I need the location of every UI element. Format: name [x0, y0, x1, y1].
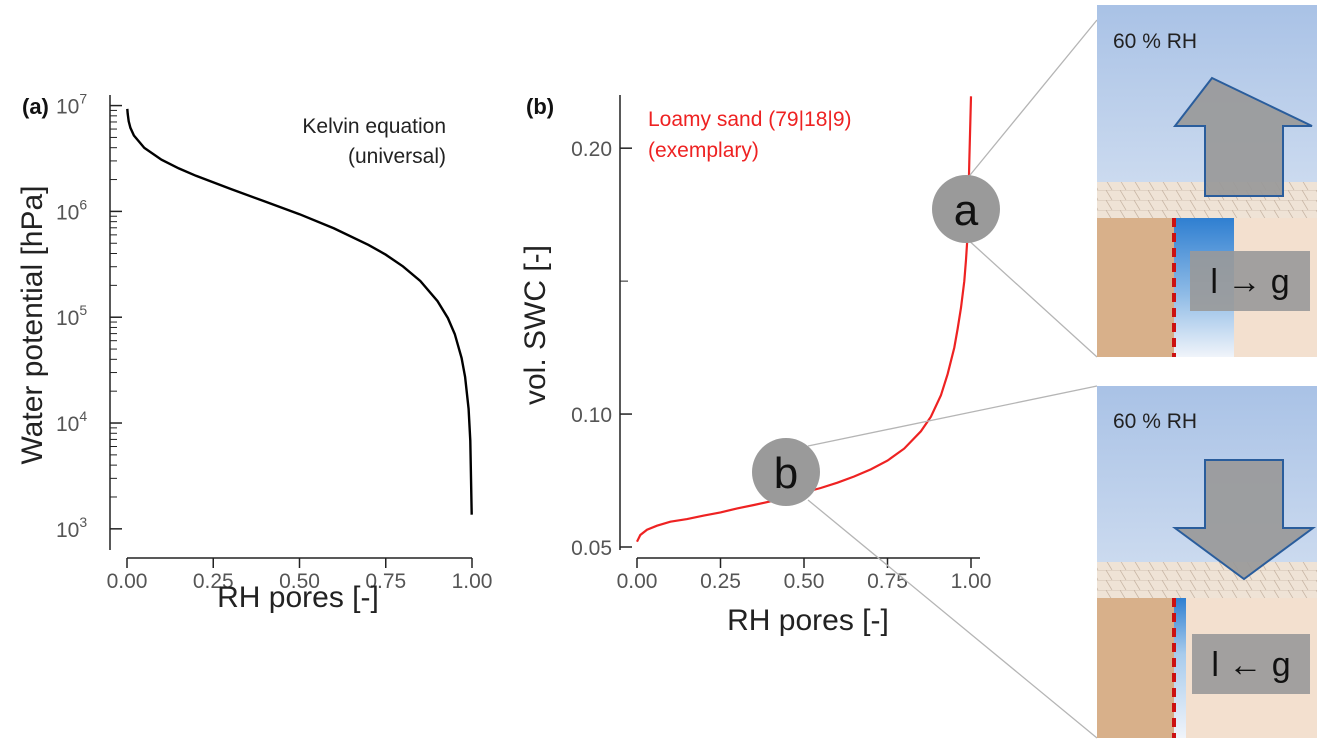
callout-b-bottom [807, 499, 1098, 739]
panel-b-y-axis-label: vol. SWC [-] [519, 245, 552, 405]
panel-a-x-tick-label: 0.25 [193, 570, 234, 593]
marker-a: a [932, 175, 1000, 243]
panel-b-annotation-line1: Loamy sand (79|18|9) [648, 108, 852, 131]
inset-b-process-label: l ← g [1211, 646, 1290, 684]
inset-b-rh-label: 60 % RH [1113, 410, 1197, 433]
panel-a-x-axis-label: RH pores [-] [217, 581, 379, 614]
marker-a-circle [932, 175, 1000, 243]
panel-b-y-tick-label: 0.10 [571, 404, 612, 427]
panel-b-y-tick-label: 0.20 [571, 138, 612, 161]
panel-a: (a) 103 104 105 106 107 0.00 0.25 0.50 0.75 1.00… [16, 91, 492, 614]
panel-a-y-ticks: 103 104 105 106 107 [56, 91, 122, 542]
panel-a-annotation-line2: (universal) [348, 145, 446, 168]
panel-a-x-tick-label: 0.75 [365, 570, 406, 593]
panel-a-y-axis-label: Water potential [hPa] [16, 185, 49, 464]
panel-a-label: (a) [22, 94, 49, 119]
panel-b-retention-curve [636, 96, 973, 543]
panel-a-x-tick-label: 0.00 [107, 570, 148, 593]
panel-a-x-ticks: 0.00 0.25 0.50 0.75 1.00 [107, 558, 493, 593]
inset-b-soil-grain [1097, 598, 1174, 738]
inset-a-soil-grain [1097, 218, 1174, 357]
panel-a-y-tick-label: 106 [56, 196, 87, 224]
panel-b-label: (b) [526, 94, 554, 119]
panel-b-x-tick-label: 1.00 [951, 570, 992, 593]
panel-b: (b) 0.05 0.10 0.20 0.00 0.25 0.50 0.75 1.00 vo… [519, 94, 991, 637]
panel-b-y-tick-label: 0.05 [571, 537, 612, 560]
inset-a-up-arrow [1172, 76, 1313, 197]
inset-a: l → g 60 % RH [1097, 5, 1317, 357]
panel-b-x-tick-label: 0.50 [784, 570, 825, 593]
panel-a-x-tick-label: 1.00 [452, 570, 493, 593]
panel-b-y-ticks: 0.05 0.10 0.20 [571, 138, 632, 560]
callout-b-top [807, 385, 1098, 447]
inset-a-rh-label: 60 % RH [1113, 30, 1197, 53]
inset-b: l ← g 60 % RH [1097, 386, 1317, 738]
panel-a-y-tick-label: 105 [56, 302, 87, 330]
inset-b-water-film [1174, 598, 1186, 738]
callout-a-bottom [965, 237, 1098, 358]
inset-a-process-box [1190, 251, 1310, 311]
panel-a-minor-ticks [110, 109, 117, 498]
marker-b-circle [752, 438, 820, 506]
panel-a-y-tick-label: 103 [56, 514, 87, 542]
panel-a-y-tick-label: 104 [56, 408, 87, 436]
panel-b-annotation-line2: (exemplary) [648, 139, 759, 162]
panel-b-x-ticks: 0.00 0.25 0.50 0.75 1.00 [617, 558, 992, 593]
panel-a-kelvin-curve [126, 108, 473, 515]
panel-b-x-axis-label: RH pores [-] [727, 604, 889, 637]
marker-a-label: a [954, 186, 979, 235]
inset-b-surface-mesh [1097, 562, 1317, 600]
panel-b-x-tick-label: 0.00 [617, 570, 658, 593]
panel-b-x-tick-label: 0.75 [867, 570, 908, 593]
panel-a-y-tick-label: 107 [56, 91, 87, 119]
callout-lines [807, 19, 1098, 739]
panel-b-x-tick-label: 0.25 [700, 570, 741, 593]
marker-b-label: b [774, 449, 798, 498]
callout-a-top [965, 19, 1098, 181]
marker-b: b [752, 438, 820, 506]
inset-b-down-arrow [1171, 459, 1317, 581]
panel-a-x-tick-label: 0.50 [279, 570, 320, 593]
inset-b-process-box [1192, 634, 1310, 694]
inset-a-process-label: l → g [1210, 263, 1289, 301]
panel-a-annotation-line1: Kelvin equation [302, 115, 446, 138]
